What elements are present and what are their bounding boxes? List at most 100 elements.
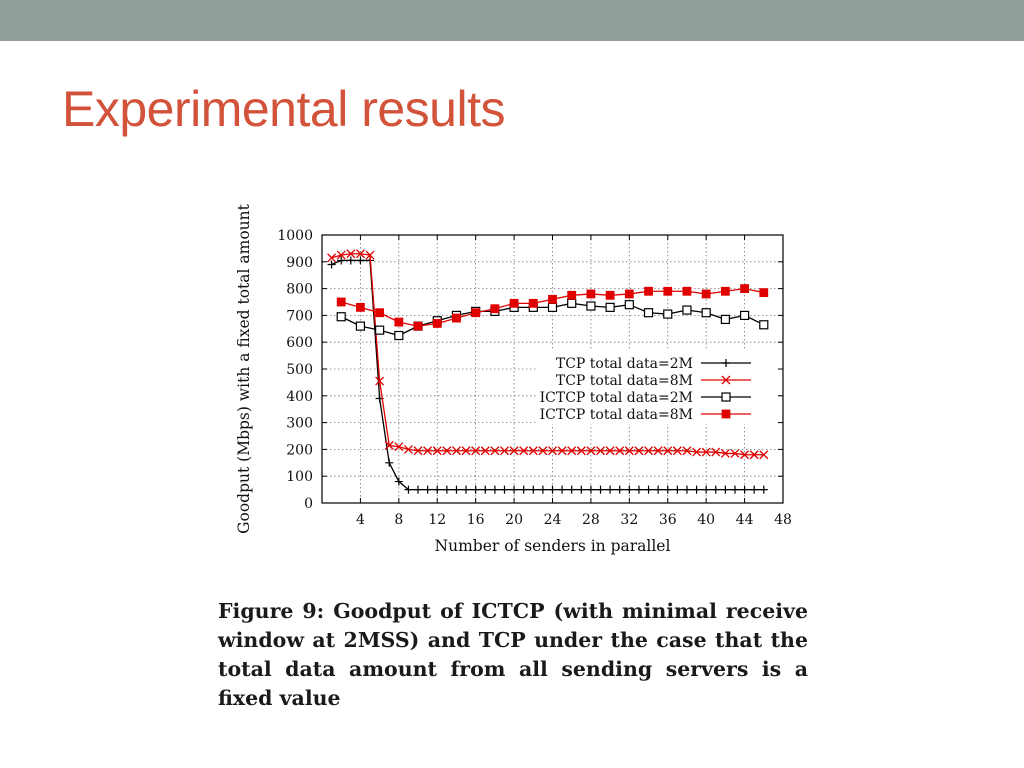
legend-marker-2 xyxy=(721,375,731,385)
series-3-point xyxy=(567,298,577,308)
series-1-point xyxy=(414,485,423,494)
series-2-point xyxy=(538,446,548,456)
series-2-point xyxy=(451,446,461,456)
series-4-point xyxy=(701,289,711,299)
y-axis-label: Goodput (Mbps) with a fixed total amount xyxy=(235,203,253,534)
series-1-point xyxy=(567,485,576,494)
series-3-point xyxy=(682,305,692,315)
series-4-point xyxy=(490,304,500,314)
series-1-point xyxy=(510,485,519,494)
x-tick-label: 32 xyxy=(620,512,638,528)
series-2-point xyxy=(672,446,682,456)
series-3-point xyxy=(394,330,404,341)
series-1-point xyxy=(558,485,567,494)
series-1-point xyxy=(519,485,528,494)
series-1-point xyxy=(548,485,557,494)
series-3-point xyxy=(643,308,654,318)
plot-frame xyxy=(321,234,784,504)
series-4-point xyxy=(432,319,442,328)
series-line-1 xyxy=(331,259,764,491)
y-tick-label: 900 xyxy=(286,255,313,271)
series-2-point xyxy=(730,448,740,458)
x-tick-label: 28 xyxy=(582,512,600,528)
series-1-point xyxy=(442,485,451,494)
y-tick-label: 0 xyxy=(304,496,313,512)
series-1-point xyxy=(596,485,605,494)
series-1-point xyxy=(663,485,672,494)
x-tick-label: 36 xyxy=(659,512,677,528)
series-2-point xyxy=(596,446,605,456)
series-2-point xyxy=(653,446,663,456)
series-2-point xyxy=(528,446,538,456)
series-4-point xyxy=(759,288,769,298)
series-1-point xyxy=(462,485,471,494)
series-2-point xyxy=(442,446,452,456)
x-tick-label: 24 xyxy=(544,512,562,528)
series-3-point xyxy=(375,325,385,335)
series-2-point xyxy=(557,446,567,456)
series-2-point xyxy=(567,446,577,456)
series-1-point xyxy=(606,485,615,494)
series-4-point xyxy=(548,294,557,304)
series-2-point xyxy=(740,450,750,460)
series-2-point xyxy=(355,249,365,259)
series-1-point xyxy=(759,485,768,494)
series-2-point xyxy=(471,446,481,456)
series-2-point xyxy=(548,446,557,456)
series-1-point xyxy=(327,260,336,269)
series-4-point xyxy=(644,286,653,296)
legend-marker-3 xyxy=(721,392,731,402)
x-tick-label: 40 xyxy=(697,512,715,528)
y-tick-label: 100 xyxy=(286,469,313,485)
series-2-point xyxy=(576,446,586,456)
y-tick-label: 1000 xyxy=(277,228,313,244)
series-1-point xyxy=(538,485,547,494)
series-2-point xyxy=(711,447,721,457)
series-2-point xyxy=(509,446,519,456)
y-tick-label: 500 xyxy=(286,362,313,378)
series-1-point xyxy=(577,485,586,494)
series-1-point xyxy=(471,485,480,494)
series-1-point xyxy=(615,485,624,494)
series-1-point xyxy=(481,485,490,494)
series-1-point xyxy=(730,485,739,494)
series-1-point xyxy=(586,485,595,494)
series-4-point xyxy=(682,286,692,296)
series-3-point xyxy=(605,302,615,312)
series-line-2 xyxy=(331,253,764,456)
series-2-point xyxy=(519,446,529,456)
series-1-point xyxy=(385,458,394,467)
series-2-point xyxy=(634,446,644,456)
x-tick-label: 4 xyxy=(356,512,365,528)
legend-marker-1 xyxy=(722,359,730,367)
series-4-point xyxy=(336,297,346,307)
series-2-point xyxy=(394,442,404,452)
slide-title: Experimental results xyxy=(62,81,505,137)
series-4-point xyxy=(471,308,481,318)
series-1-point xyxy=(634,485,643,494)
series-1-point xyxy=(356,256,365,265)
series-4-point xyxy=(605,290,615,300)
series-1-point xyxy=(500,485,509,494)
y-tick-label: 400 xyxy=(286,389,313,405)
series-2-point xyxy=(682,446,692,456)
x-tick-label: 16 xyxy=(467,512,485,528)
series-1-point xyxy=(702,485,711,494)
series-3-point xyxy=(336,312,346,322)
series-2-point xyxy=(759,450,769,460)
series-2-point xyxy=(384,440,394,450)
x-axis-label: Number of senders in parallel xyxy=(435,537,671,555)
series-1-point xyxy=(529,485,538,494)
series-2-point xyxy=(327,253,337,263)
y-tick-label: 700 xyxy=(286,308,313,324)
series-2-point xyxy=(615,446,625,456)
series-4-point xyxy=(452,313,461,323)
series-1-point xyxy=(337,256,346,265)
series-3-point xyxy=(586,301,596,311)
series-1-point xyxy=(692,485,701,494)
legend-label-3: ICTCP total data=2M xyxy=(540,390,693,406)
series-2-point xyxy=(720,448,730,458)
series-2-point xyxy=(692,447,702,457)
series-2-point xyxy=(490,446,500,456)
x-tick-label: 8 xyxy=(394,512,403,528)
